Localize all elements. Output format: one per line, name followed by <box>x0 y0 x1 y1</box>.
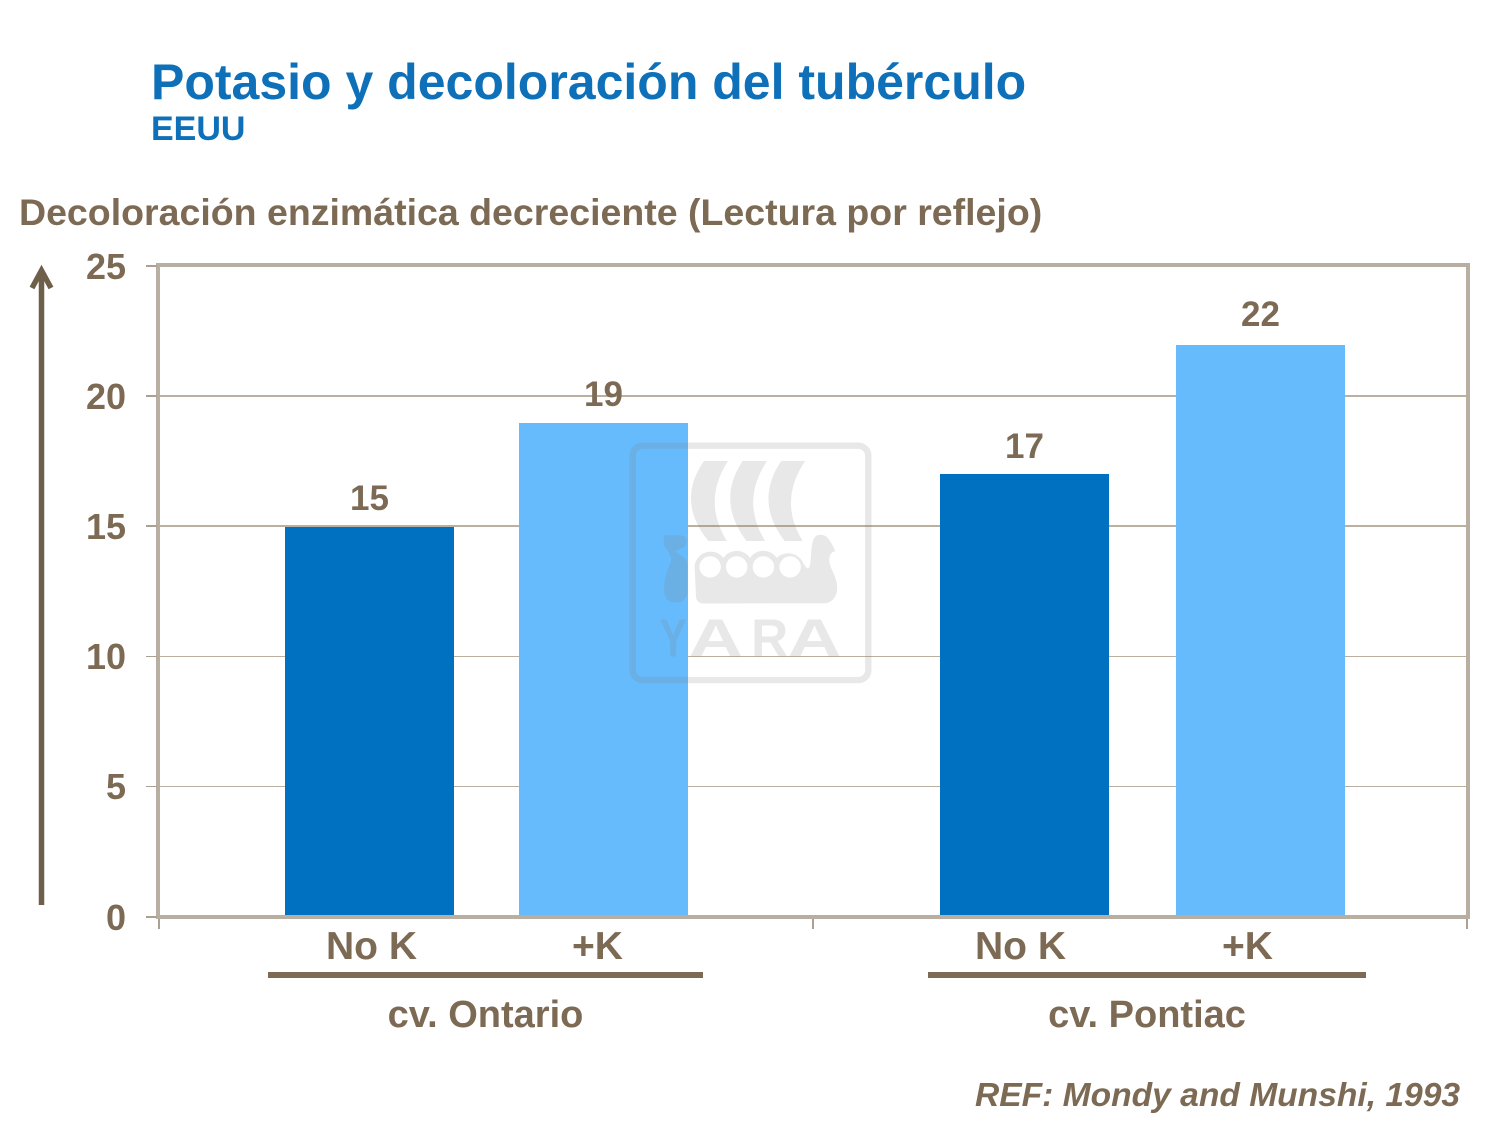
svg-text:A: A <box>788 607 842 668</box>
svg-text:R: R <box>751 608 788 668</box>
svg-text:A: A <box>689 608 744 668</box>
svg-text:Y: Y <box>660 609 687 669</box>
